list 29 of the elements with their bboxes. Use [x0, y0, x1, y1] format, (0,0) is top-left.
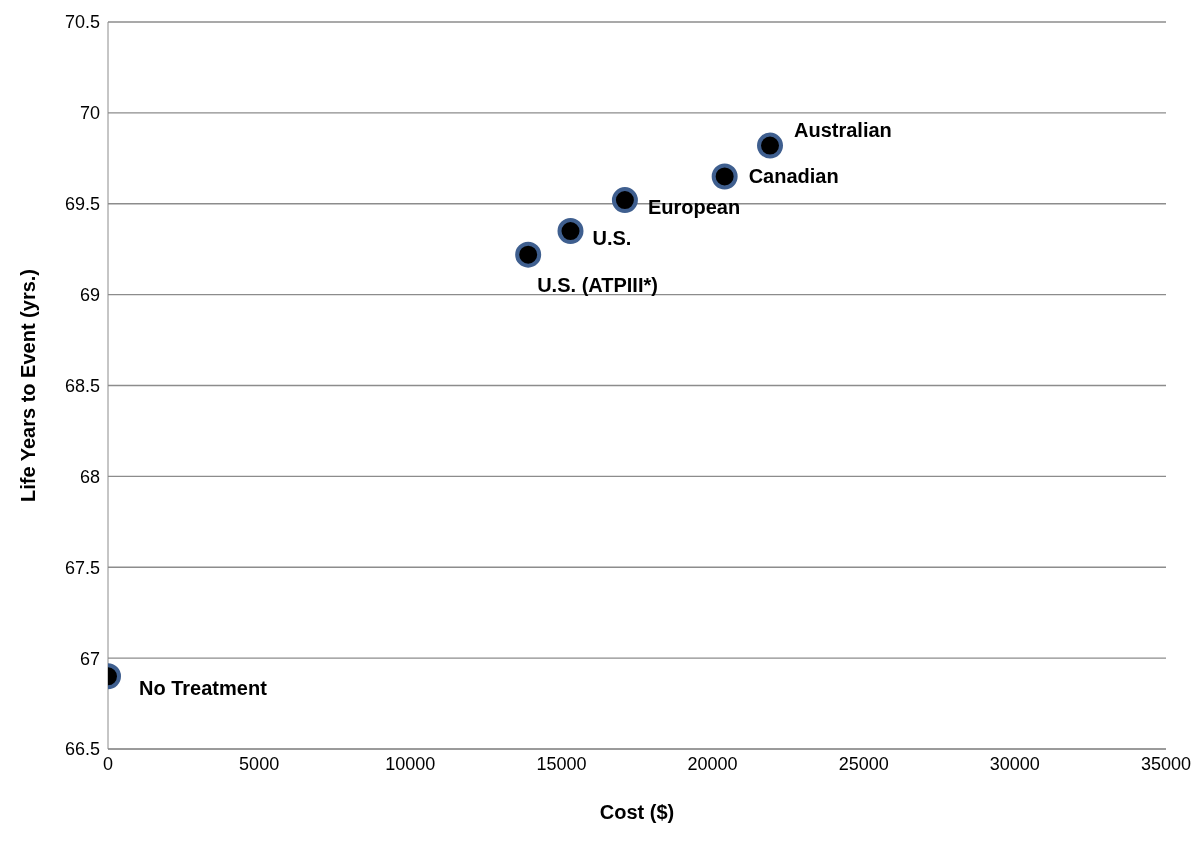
- x-tick-label: 0: [102, 753, 114, 774]
- y-tick-label: 69.5: [64, 194, 100, 215]
- y-axis-title: Life Years to Event (yrs.): [17, 268, 40, 503]
- y-tick-label: 67: [79, 648, 100, 669]
- y-tick-label: 69: [79, 285, 100, 306]
- point: [515, 241, 542, 268]
- x-tick-label: 15000: [536, 753, 587, 774]
- x-tick-label: 20000: [687, 753, 738, 774]
- annotation: U.S. (ATPIII*): [537, 273, 658, 296]
- y-tick-label: 67.5: [64, 557, 100, 578]
- annotation: European: [647, 196, 741, 219]
- y-tick-label: 66.5: [64, 739, 100, 760]
- y-tick-label: 70: [79, 103, 100, 124]
- point: [557, 218, 584, 245]
- x-tick-label: 30000: [989, 753, 1040, 774]
- y-tick-label: 70.5: [64, 12, 100, 33]
- x-tick-label: 10000: [385, 753, 436, 774]
- annotation: Canadian: [748, 165, 839, 188]
- x-tick-label: 5000: [239, 753, 280, 774]
- point: [711, 163, 738, 190]
- annotation: U.S.: [592, 227, 632, 250]
- y-tick-label: 68.5: [64, 375, 100, 396]
- annotation: No Treatment: [139, 677, 268, 700]
- annotation: Australian: [794, 118, 892, 141]
- point: [611, 187, 638, 214]
- x-tick-label: 25000: [838, 753, 889, 774]
- x-axis-title: Cost ($): [599, 801, 675, 823]
- y-tick-label: 68: [79, 466, 100, 487]
- x-tick-label: 35000: [1140, 753, 1192, 774]
